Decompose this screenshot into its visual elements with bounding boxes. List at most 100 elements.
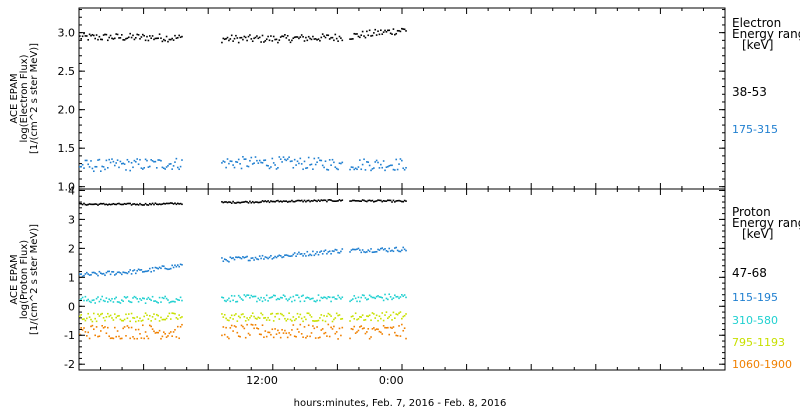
data-point-47-68 bbox=[81, 203, 84, 206]
data-point-795-1193 bbox=[281, 313, 283, 316]
data-point-1060-1900 bbox=[123, 326, 126, 328]
data-point-795-1193 bbox=[132, 316, 134, 319]
y-axis-label-line: ACE EPAM bbox=[9, 254, 20, 304]
data-point-115-195 bbox=[353, 248, 356, 251]
data-point-47-68 bbox=[98, 203, 101, 205]
data-point-47-68 bbox=[275, 200, 278, 202]
y-tick-label: 2.0 bbox=[58, 104, 76, 117]
data-point-175-315 bbox=[148, 165, 151, 168]
data-point-175-315 bbox=[401, 159, 403, 162]
data-point-795-1193 bbox=[299, 313, 302, 316]
data-point-38-53 bbox=[175, 37, 178, 39]
data-point-47-68 bbox=[281, 201, 283, 203]
data-point-795-1193 bbox=[97, 313, 99, 316]
data-point-1060-1900 bbox=[226, 336, 229, 338]
data-point-310-580 bbox=[222, 296, 225, 299]
data-point-115-195 bbox=[378, 249, 381, 251]
data-point-47-68 bbox=[91, 203, 94, 206]
data-point-38-53 bbox=[132, 34, 134, 37]
data-point-1060-1900 bbox=[398, 325, 400, 327]
data-point-310-580 bbox=[327, 296, 330, 298]
data-point-38-53 bbox=[171, 37, 173, 40]
data-point-38-53 bbox=[120, 34, 123, 36]
data-point-795-1193 bbox=[300, 317, 303, 320]
data-point-795-1193 bbox=[333, 318, 335, 321]
data-point-1060-1900 bbox=[153, 330, 155, 333]
data-point-310-580 bbox=[286, 299, 289, 302]
data-point-115-195 bbox=[175, 265, 178, 268]
data-point-310-580 bbox=[90, 301, 92, 304]
data-point-1060-1900 bbox=[313, 327, 316, 330]
data-point-1060-1900 bbox=[385, 326, 388, 329]
data-point-115-195 bbox=[374, 251, 377, 253]
data-point-175-315 bbox=[373, 167, 375, 169]
data-point-175-315 bbox=[253, 162, 255, 164]
data-point-38-53 bbox=[349, 38, 351, 40]
data-point-115-195 bbox=[316, 251, 318, 253]
data-point-115-195 bbox=[395, 246, 398, 249]
y-tick-label: 4 bbox=[68, 184, 75, 197]
data-point-175-315 bbox=[382, 160, 385, 162]
data-point-47-68 bbox=[181, 203, 183, 206]
data-point-310-580 bbox=[371, 296, 374, 299]
data-point-47-68 bbox=[221, 200, 223, 203]
data-point-795-1193 bbox=[111, 317, 113, 319]
data-point-115-195 bbox=[257, 258, 260, 261]
data-point-115-195 bbox=[141, 271, 144, 273]
data-point-795-1193 bbox=[385, 311, 388, 313]
data-point-47-68 bbox=[377, 199, 379, 201]
data-point-175-315 bbox=[312, 168, 314, 170]
data-point-175-315 bbox=[333, 161, 335, 164]
data-point-310-580 bbox=[143, 297, 145, 300]
data-point-1060-1900 bbox=[165, 336, 168, 338]
data-point-115-195 bbox=[122, 271, 124, 274]
data-point-310-580 bbox=[274, 294, 276, 297]
data-point-795-1193 bbox=[247, 319, 250, 321]
data-point-115-195 bbox=[320, 250, 323, 252]
data-point-310-580 bbox=[300, 295, 303, 298]
data-point-1060-1900 bbox=[178, 337, 180, 340]
data-point-47-68 bbox=[120, 203, 123, 206]
y-axis-label-line: ACE EPAM bbox=[9, 73, 20, 123]
data-point-38-53 bbox=[277, 41, 279, 44]
data-point-1060-1900 bbox=[324, 331, 327, 334]
data-point-38-53 bbox=[168, 38, 171, 41]
data-point-310-580 bbox=[295, 294, 297, 296]
data-point-175-315 bbox=[388, 165, 391, 167]
data-point-47-68 bbox=[399, 200, 402, 202]
data-point-795-1193 bbox=[242, 313, 244, 315]
data-point-795-1193 bbox=[312, 320, 314, 322]
data-point-38-53 bbox=[235, 34, 237, 37]
data-point-795-1193 bbox=[291, 320, 293, 322]
data-point-175-315 bbox=[368, 164, 371, 167]
data-point-1060-1900 bbox=[389, 326, 392, 329]
data-point-795-1193 bbox=[388, 315, 391, 318]
data-point-795-1193 bbox=[396, 313, 399, 316]
data-point-175-315 bbox=[230, 160, 233, 163]
data-point-1060-1900 bbox=[402, 329, 405, 332]
data-point-1060-1900 bbox=[162, 331, 165, 333]
data-point-115-195 bbox=[150, 270, 152, 273]
data-point-38-53 bbox=[263, 41, 265, 43]
data-point-175-315 bbox=[161, 166, 164, 169]
data-point-1060-1900 bbox=[261, 324, 264, 327]
data-point-795-1193 bbox=[94, 317, 96, 320]
data-point-115-195 bbox=[299, 253, 302, 255]
data-point-115-195 bbox=[157, 267, 159, 270]
data-point-1060-1900 bbox=[158, 329, 161, 332]
data-point-795-1193 bbox=[374, 317, 377, 319]
data-point-795-1193 bbox=[317, 319, 320, 322]
data-point-1060-1900 bbox=[295, 335, 297, 338]
data-point-38-53 bbox=[326, 34, 328, 36]
data-point-795-1193 bbox=[373, 313, 375, 315]
data-point-175-315 bbox=[352, 166, 354, 169]
data-point-1060-1900 bbox=[307, 324, 310, 327]
data-point-115-195 bbox=[256, 258, 258, 260]
data-point-47-68 bbox=[102, 202, 105, 205]
data-point-47-68 bbox=[106, 204, 109, 206]
data-point-175-315 bbox=[359, 159, 361, 161]
data-point-115-195 bbox=[373, 251, 375, 253]
data-point-115-195 bbox=[139, 269, 141, 271]
data-point-38-53 bbox=[341, 39, 344, 42]
data-point-38-53 bbox=[92, 34, 95, 37]
